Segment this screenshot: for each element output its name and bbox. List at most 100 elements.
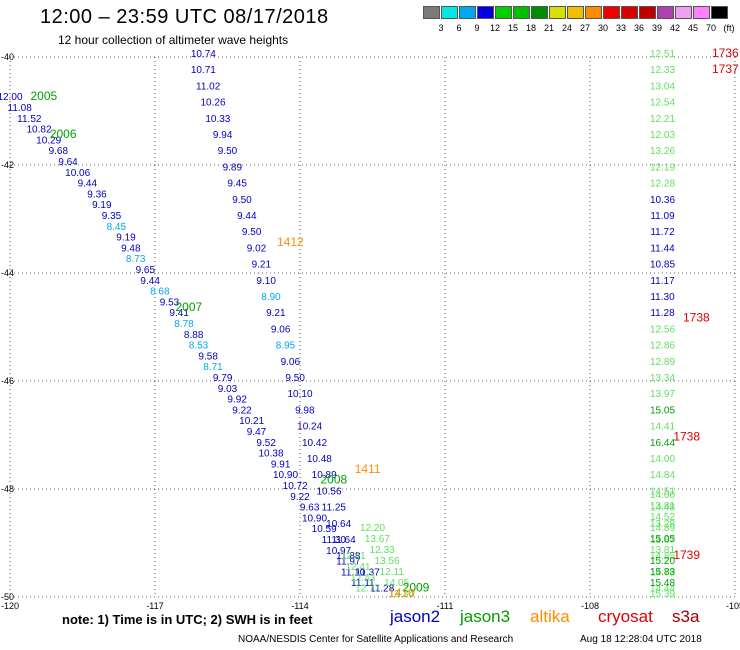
pass-label: 1738	[683, 311, 710, 325]
pass-label: 1412	[277, 235, 304, 249]
wave-height-label: 10.10	[287, 389, 312, 400]
x-tick-label: -120	[1, 601, 19, 611]
wave-height-label: 14.89	[650, 523, 675, 534]
wave-height-label: 11.02	[196, 81, 221, 92]
wave-height-label: 14.84	[650, 470, 675, 481]
wave-height-label: 14.85	[650, 551, 675, 562]
y-tick-label: -48	[1, 484, 14, 494]
chart-subtitle: 12 hour collection of altimeter wave hei…	[58, 33, 289, 47]
legend-swatch	[639, 6, 656, 19]
wave-height-label: 12.00	[0, 92, 23, 103]
legend-label: 3	[438, 23, 444, 33]
legend-label: 33	[615, 23, 626, 33]
pass-label: 2009	[403, 581, 430, 595]
wave-height-label: 12.77	[355, 584, 380, 595]
legend-label: 30	[597, 23, 608, 33]
wave-height-label: 10.36	[650, 195, 675, 206]
wave-height-label: 10.21	[239, 416, 264, 427]
wave-height-label: 11.97	[336, 557, 361, 568]
wave-height-label: 9.44	[140, 276, 160, 287]
wave-height-label: 9.94	[213, 130, 233, 141]
wave-height-label: 11.30	[650, 292, 675, 303]
wave-height-label: 9.58	[198, 351, 218, 362]
wave-height-label: 11.30	[322, 535, 347, 546]
legend-swatch	[549, 6, 566, 19]
wave-height-label: 13.28	[650, 519, 675, 530]
wave-height-label: 8.88	[184, 330, 204, 341]
wave-height-label: 9.22	[290, 492, 310, 503]
wave-height-label: 14.00	[650, 454, 675, 465]
wave-height-label: 15.05	[650, 405, 675, 416]
wave-height-label: 11.25	[322, 503, 347, 514]
y-tick-label: -42	[1, 160, 14, 170]
wave-height-label: 12.21	[650, 114, 675, 125]
wave-height-label: 13.67	[365, 534, 390, 545]
wave-height-label: 10.24	[297, 422, 322, 433]
legend-swatch	[513, 6, 530, 19]
x-tick-label: -111	[437, 601, 454, 611]
pass-label: 2007	[175, 300, 202, 314]
data-marks: 12.0011.0811.5210.8210.299.689.6410.069.…	[0, 49, 675, 600]
legend-label: 27	[579, 23, 590, 33]
pass-label: 2006	[50, 127, 77, 141]
legend-label: 42	[669, 23, 680, 33]
wave-height-label: 11.08	[8, 103, 33, 114]
wave-height-label: 12.89	[650, 357, 675, 368]
legend-label: 18	[525, 23, 536, 33]
wave-height-label: 8.53	[189, 341, 209, 352]
legend-label: 36	[633, 23, 644, 33]
wave-height-label: 9.22	[232, 405, 252, 416]
wave-height-label: 9.21	[266, 308, 286, 319]
wave-height-label: 10.72	[283, 481, 308, 492]
wave-height-label: 9.41	[169, 308, 189, 319]
wave-height-label: 14.05	[384, 578, 409, 589]
wave-height-label: 9.63	[300, 503, 320, 514]
x-tick-label: -114	[291, 601, 308, 611]
x-tick-label: -108	[581, 601, 599, 611]
y-tick-label: -50	[1, 592, 14, 602]
wave-height-label: 12.33	[650, 65, 675, 76]
wave-height-label: 10.42	[302, 438, 327, 449]
wave-height-label: 11.09	[650, 211, 675, 222]
wave-height-label: 11.28	[370, 584, 395, 595]
wave-height-label: 11.17	[650, 276, 675, 287]
wave-height-label: 10.90	[302, 513, 327, 524]
wave-height-label: 10.74	[191, 49, 216, 60]
wave-height-label: 12.86	[650, 341, 675, 352]
pass-label: 1739	[673, 548, 700, 562]
wave-height-label: 8.78	[174, 319, 194, 330]
wave-height-label: 9.36	[87, 189, 107, 200]
wave-height-label: 9.92	[227, 395, 247, 406]
legend-label: 70	[705, 23, 716, 33]
wave-height-label: 12.43	[350, 573, 375, 584]
wave-height-label: 10.89	[312, 470, 337, 481]
wave-height-label: 15.20	[650, 556, 675, 567]
legend-swatch	[567, 6, 584, 19]
wave-height-label: 8.90	[261, 292, 281, 303]
wave-height-label: 9.50	[218, 146, 238, 157]
wave-height-label: 11.72	[650, 227, 675, 238]
wave-height-label: 9.44	[78, 179, 98, 190]
legend-label: 15	[507, 23, 518, 33]
wave-height-label: 11.11	[351, 578, 375, 589]
wave-height-label: 14.79	[650, 567, 675, 578]
wave-height-label: 9.10	[256, 276, 276, 287]
legend-swatch	[603, 6, 620, 19]
wave-height-label: 10.82	[26, 125, 51, 136]
wave-height-label: 16.44	[650, 438, 675, 449]
wave-height-label: 8.73	[126, 254, 146, 265]
wave-height-label: 10.38	[258, 449, 283, 460]
wave-height-label: 11.88	[336, 551, 361, 562]
wave-height-label: 9.02	[247, 243, 267, 254]
wave-height-label: 12.51	[650, 49, 675, 60]
legend-label: 9	[474, 23, 480, 33]
wave-height-label: 10.33	[205, 114, 230, 125]
wave-height-label: 8.68	[150, 287, 170, 298]
wave-height-label: 11.37	[356, 567, 381, 578]
wave-height-label: 12.33	[370, 545, 395, 556]
wave-height-label: 14.44	[650, 584, 675, 595]
wave-height-label: 12.19	[650, 162, 675, 173]
wave-height-label: 13.34	[650, 373, 675, 384]
y-tick-label: -46	[1, 376, 14, 386]
wave-height-label: 9.06	[271, 324, 291, 335]
